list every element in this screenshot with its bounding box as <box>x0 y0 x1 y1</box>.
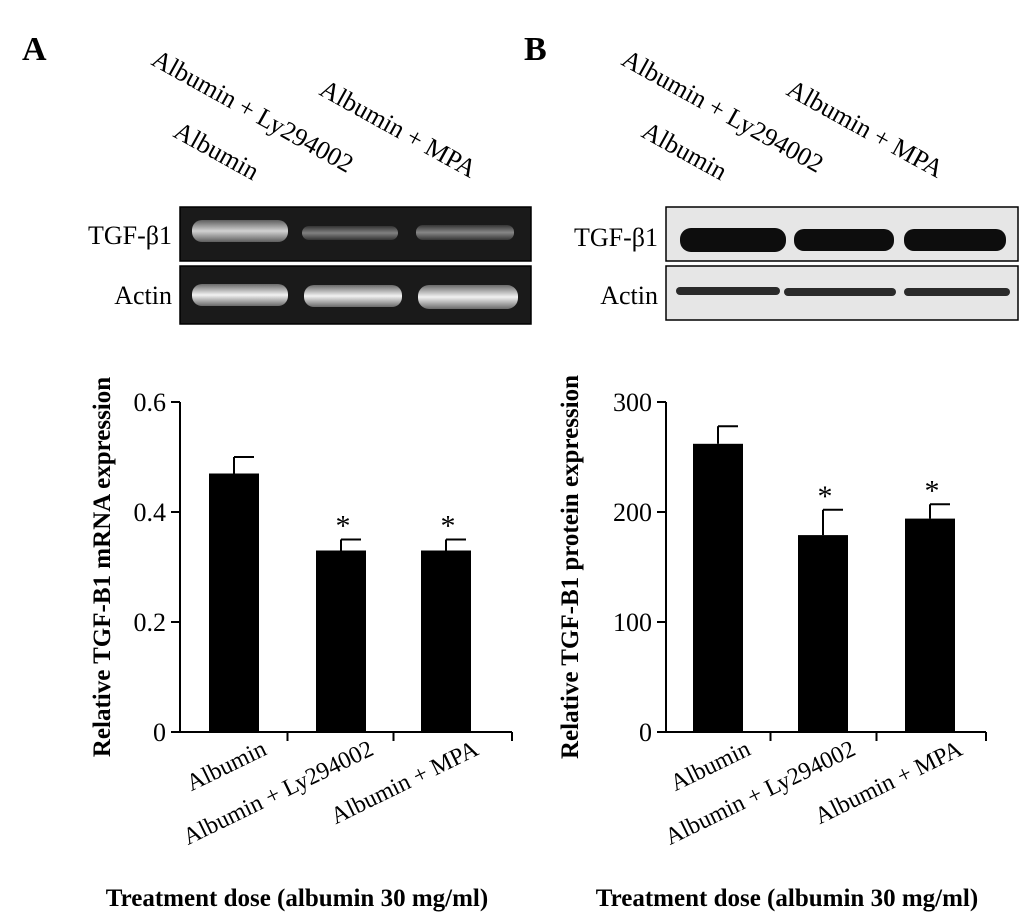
panel-a-lane-label-1: Albumin <box>169 116 264 186</box>
panel-a-significance-marker: * <box>441 510 456 543</box>
panel-b-bar <box>905 518 955 732</box>
panel-b-row-label-tgf: TGF-β1 <box>574 223 658 252</box>
panel-b-significance-marker: * <box>925 474 940 507</box>
panel-b-letter: B <box>524 31 547 68</box>
panel-b-y-tick-label: 0 <box>639 718 652 747</box>
panel-b-y-tick-label: 300 <box>613 388 652 417</box>
panel-b-category-label: Albumin + Ly294002 <box>661 736 860 851</box>
panel-a-letter: A <box>22 31 47 68</box>
panel-b-significance-marker: * <box>818 480 833 513</box>
panel-b-y-tick-label: 100 <box>613 608 652 637</box>
panel-b-bar-chart: Relative TGF-B1 protein expression Treat… <box>557 375 987 912</box>
panel-a-category-label: Albumin + Ly294002 <box>179 736 378 851</box>
panel-b-bar <box>693 443 743 732</box>
panel-a: A Albumin Albumin + Ly294002 Albumin + M… <box>22 31 532 912</box>
panel-a-y-tick-label: 0.2 <box>134 608 167 637</box>
panel-a-gel-image <box>179 206 532 325</box>
panel-a-bar <box>421 550 471 732</box>
panel-a-bar <box>316 550 366 732</box>
panel-b-y-tick-label: 200 <box>613 498 652 527</box>
panel-a-bar <box>209 473 259 732</box>
panel-a-y-tick-label: 0.4 <box>134 498 167 527</box>
panel-a-row-label-actin: Actin <box>114 281 172 310</box>
panel-a-x-axis-title: Treatment dose (albumin 30 mg/ml) <box>106 885 488 912</box>
panel-a-y-tick-label: 0.6 <box>134 388 167 417</box>
panel-b-lane-label-1: Albumin <box>637 116 732 186</box>
panel-b-blot-image <box>665 206 1019 321</box>
panel-a-significance-marker: * <box>336 510 351 543</box>
panel-b-y-axis-title: Relative TGF-B1 protein expression <box>557 375 584 759</box>
panel-a-bar-chart: Relative TGF-B1 mRNA expression Treatmen… <box>89 377 513 912</box>
panel-b-x-axis-title: Treatment dose (albumin 30 mg/ml) <box>596 885 978 912</box>
panel-a-y-tick-label: 0 <box>153 718 166 747</box>
panel-b-bar <box>798 535 848 732</box>
panel-b: B Albumin Albumin + Ly294002 Albumin + M… <box>524 31 1019 912</box>
panel-b-row-label-actin: Actin <box>600 281 658 310</box>
panel-a-row-label-tgf: TGF-β1 <box>88 221 172 250</box>
panel-a-category-label: Albumin <box>183 736 271 797</box>
panel-a-y-axis-title: Relative TGF-B1 mRNA expression <box>89 377 116 757</box>
